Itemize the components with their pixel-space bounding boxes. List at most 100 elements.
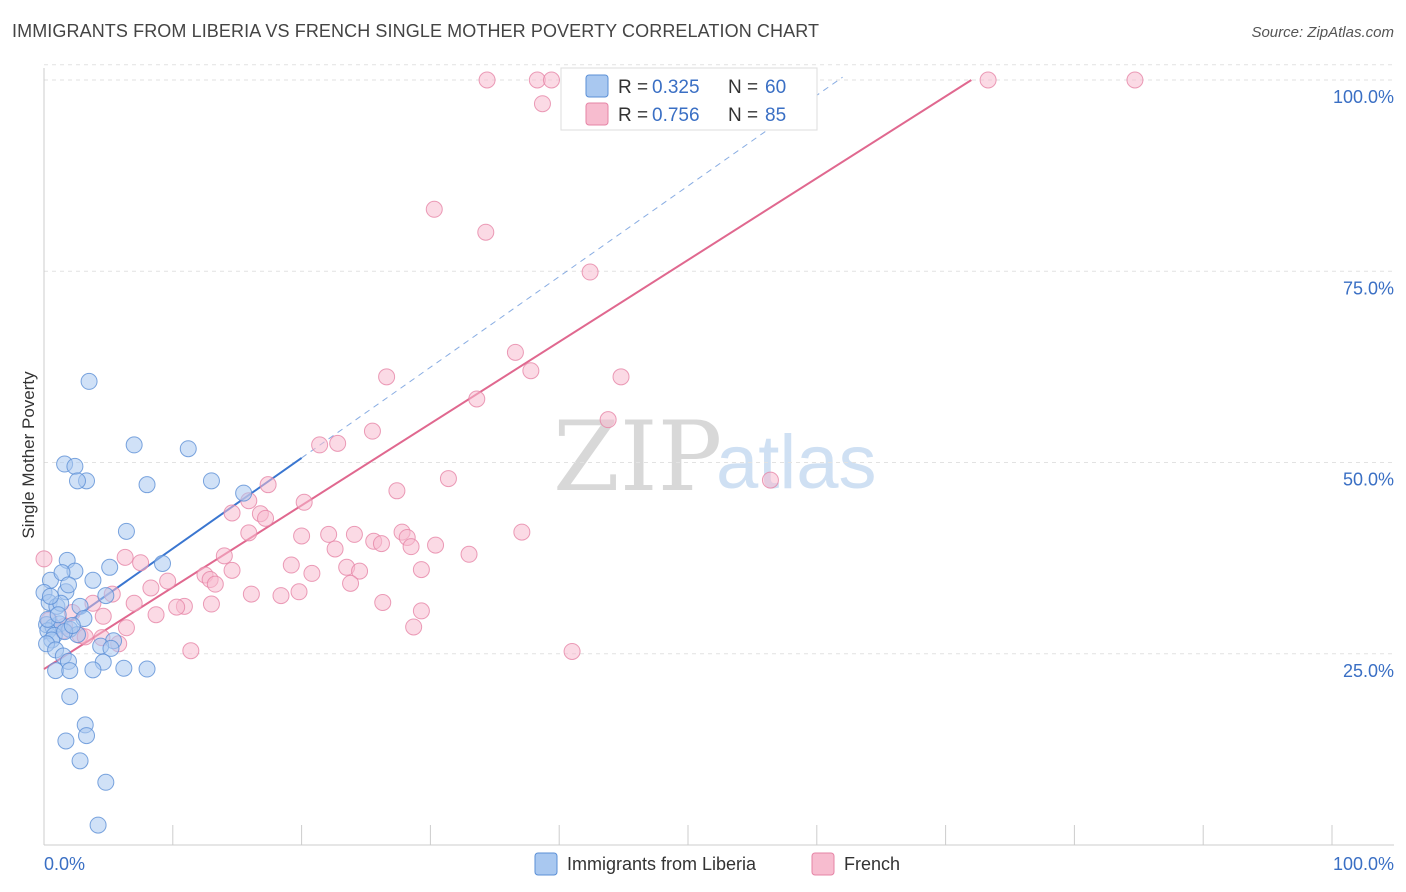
- point-french-17: [468, 390, 486, 408]
- point-french-66: [202, 595, 220, 613]
- point-french-14: [522, 362, 540, 380]
- point-french-65: [168, 598, 186, 616]
- point-liberia-57: [63, 616, 81, 634]
- point-liberia-48: [61, 688, 79, 706]
- point-french-61: [272, 587, 290, 605]
- point-liberia-7: [138, 476, 156, 494]
- point-french-44: [215, 547, 233, 565]
- point-french-13: [506, 343, 524, 361]
- point-liberia-0: [80, 372, 98, 390]
- series-legend: Immigrants from Liberia French: [534, 852, 900, 876]
- point-french-1: [528, 71, 546, 89]
- chart-title: IMMIGRANTS FROM LIBERIA VS FRENCH SINGLE…: [12, 21, 820, 41]
- point-french-45: [116, 548, 134, 566]
- point-french-60: [290, 583, 308, 601]
- point-liberia-47: [138, 660, 156, 678]
- point-french-76: [405, 618, 423, 636]
- point-french-69: [412, 602, 430, 620]
- legend-n-label-french: N =: [728, 105, 758, 126]
- y-tick-label-1: 50.0%: [1343, 470, 1394, 490]
- point-french-8: [979, 71, 997, 89]
- legend-r-label-liberia: R =: [618, 77, 648, 98]
- point-french-42: [326, 540, 344, 558]
- point-french-49: [351, 562, 369, 580]
- point-french-56: [206, 575, 224, 593]
- point-liberia-46: [115, 659, 133, 677]
- point-liberia-44: [61, 662, 79, 680]
- point-liberia-4: [66, 457, 84, 475]
- watermark-zip: ZIP: [553, 401, 722, 513]
- legend-r-value-french: 0.756: [652, 105, 700, 126]
- point-french-43: [460, 545, 478, 563]
- point-french-36: [513, 523, 531, 541]
- point-french-15: [378, 368, 396, 386]
- point-french-18: [599, 411, 617, 429]
- point-liberia-1: [125, 436, 143, 454]
- point-liberia-53: [97, 773, 115, 791]
- point-french-24: [388, 482, 406, 500]
- point-french-39: [372, 535, 390, 553]
- point-french-57: [342, 574, 360, 592]
- point-french-31: [240, 524, 258, 542]
- x-tick-label-min: 0.0%: [44, 854, 85, 874]
- legend-swatch-liberia: [585, 74, 609, 98]
- x-tick-label-max: 100.0%: [1333, 854, 1394, 874]
- legend-swatch-french: [585, 102, 609, 126]
- point-liberia-23: [97, 587, 115, 605]
- series-legend-label-liberia: Immigrants from Liberia: [567, 854, 757, 874]
- series-legend-label-french: French: [844, 854, 900, 874]
- point-liberia-8: [202, 472, 220, 490]
- point-liberia-58: [41, 587, 59, 605]
- y-tick-label-3: 100.0%: [1333, 87, 1394, 107]
- legend-n-value-french: 85: [765, 105, 786, 126]
- data-points: [35, 71, 1144, 834]
- point-french-25: [295, 493, 313, 511]
- point-liberia-54: [89, 816, 107, 834]
- point-french-83: [563, 642, 581, 660]
- trend-line-liberia-extension: [301, 76, 843, 459]
- point-french-16: [612, 368, 630, 386]
- point-french-67: [374, 593, 392, 611]
- point-french-19: [311, 436, 329, 454]
- point-liberia-11: [153, 554, 171, 572]
- point-liberia-24: [101, 558, 119, 576]
- stats-legend: R = 0.325 N = 60 R = 0.756 N = 85: [560, 67, 818, 131]
- point-french-47: [282, 556, 300, 574]
- legend-n-value-liberia: 60: [765, 77, 786, 98]
- point-liberia-56: [49, 606, 67, 624]
- trend-line-french: [43, 79, 972, 670]
- point-french-0: [478, 71, 496, 89]
- point-liberia-43: [47, 662, 65, 680]
- point-french-2: [542, 71, 560, 89]
- point-french-22: [439, 470, 457, 488]
- point-french-40: [402, 538, 420, 556]
- point-french-41: [427, 536, 445, 554]
- grid: [44, 64, 1394, 655]
- x-tick-labels: 0.0% 100.0%: [44, 854, 1394, 874]
- point-liberia-52: [71, 752, 89, 770]
- point-french-30: [257, 509, 275, 527]
- point-french-27: [259, 476, 277, 494]
- point-liberia-39: [102, 639, 120, 657]
- point-french-52: [303, 564, 321, 582]
- point-french-10: [425, 200, 443, 218]
- point-liberia-50: [78, 727, 96, 745]
- point-french-23: [761, 471, 779, 489]
- point-liberia-51: [57, 732, 75, 750]
- point-french-3: [533, 95, 551, 113]
- point-liberia-9: [235, 484, 253, 502]
- point-french-51: [223, 561, 241, 579]
- y-tick-labels: 25.0% 50.0% 75.0% 100.0%: [1333, 87, 1394, 681]
- point-french-21: [363, 422, 381, 440]
- point-french-58: [142, 579, 160, 597]
- point-liberia-2: [179, 440, 197, 458]
- point-french-84: [35, 550, 53, 568]
- source-label: Source: ZipAtlas.com: [1251, 24, 1394, 41]
- trend-lines: [43, 76, 972, 670]
- axes: [43, 68, 1394, 846]
- point-french-75: [117, 619, 135, 637]
- point-french-20: [329, 434, 347, 452]
- point-liberia-59: [59, 576, 77, 594]
- point-french-9: [1126, 71, 1144, 89]
